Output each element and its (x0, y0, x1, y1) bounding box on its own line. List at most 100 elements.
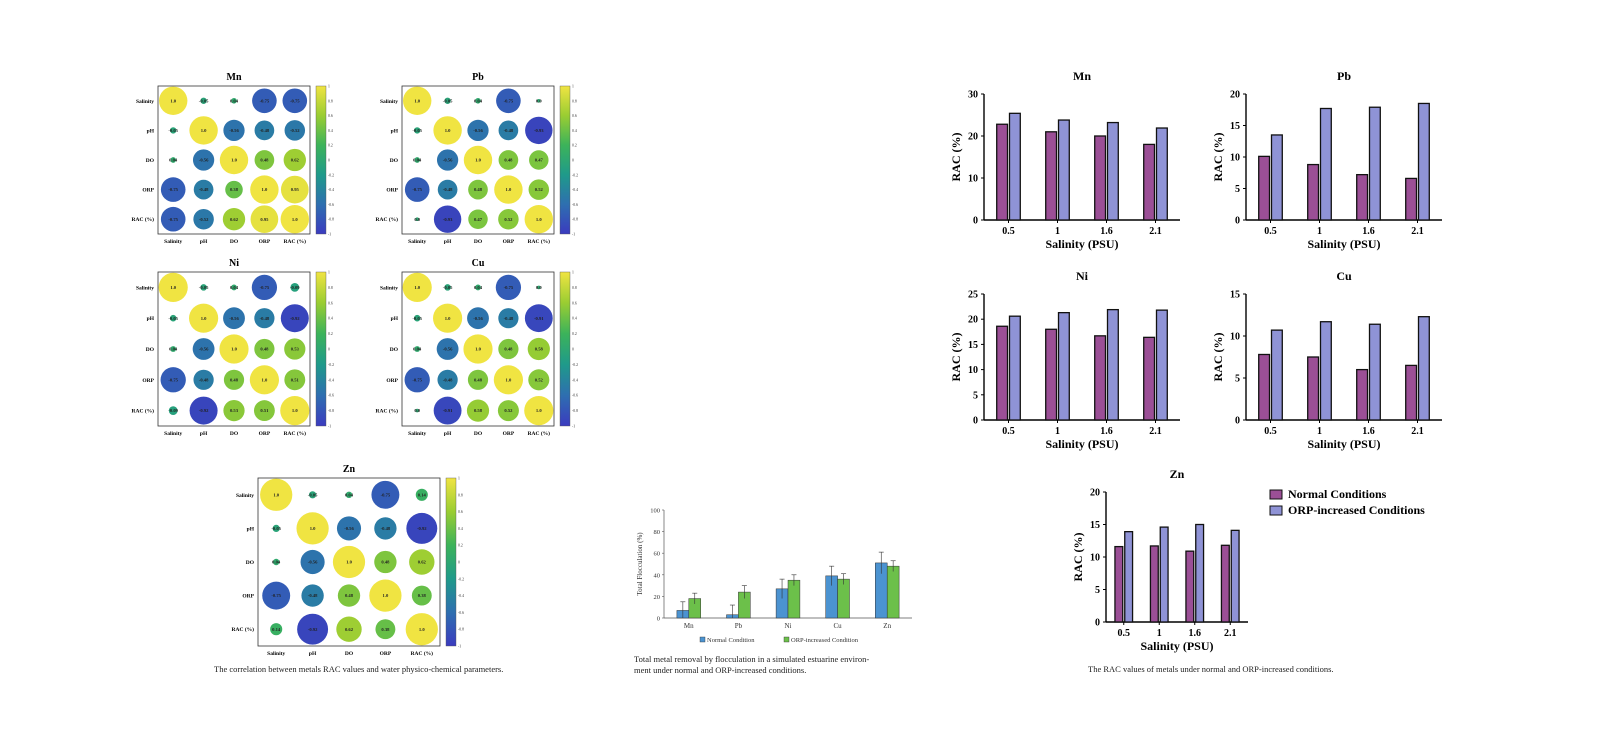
heatmap-circle (222, 208, 246, 231)
heatmap-value: -0.05 (168, 316, 178, 321)
y-tick-label: 100 (650, 508, 660, 515)
caption-flocculation: Total metal removal by flocculation in a… (634, 654, 924, 676)
heatmap-circle (337, 584, 361, 607)
heatmap-col-label: pH (444, 431, 452, 437)
heatmap-row-label: pH (391, 128, 399, 134)
heatmap-circle (262, 581, 291, 610)
heatmap-value: 1.0 (346, 560, 352, 565)
heatmap-value: 0.95 (260, 217, 269, 222)
heatmap-title: Zn (343, 464, 356, 475)
heatmap-circle (158, 272, 188, 302)
heatmap-row-label: ORP (386, 188, 398, 194)
heatmap-circle (498, 150, 519, 170)
caption-rac: The RAC values of metals under normal an… (1088, 664, 1334, 674)
colorbar (315, 85, 327, 235)
heatmap-value: 0.04 (272, 560, 281, 565)
heatmap-circle (223, 119, 245, 142)
heatmap-circle (160, 177, 186, 202)
heatmap-circle (402, 86, 432, 116)
heatmap-value: 1.0 (170, 98, 176, 103)
heatmap-value: 0.47 (535, 158, 544, 163)
bar-normal (1045, 131, 1058, 221)
x-tick-label: 0.5 (1002, 426, 1015, 437)
colorbar-tick-label: 0.4 (328, 129, 333, 133)
x-tick-label: 0.5 (1002, 226, 1015, 237)
heatmap-circle (371, 480, 400, 509)
rac-chart-mn: Mn 0 10 20 30 0.5 1 1.6 2.1 Salinity (PSU) RAC (%) (949, 69, 1180, 251)
heatmap-value: 0.14 (272, 627, 281, 632)
heatmap-circle (223, 399, 245, 422)
x-tick-label: 1.6 (1362, 226, 1375, 237)
bar-normal (1356, 368, 1369, 421)
heatmap-col-label: ORP (259, 239, 271, 245)
heatmap-col-label: RAC (%) (411, 650, 434, 657)
bar-orp (1417, 316, 1430, 421)
heatmap-circle (433, 205, 462, 233)
heatmap-col-label: pH (200, 239, 208, 245)
heatmap-value: 0.52 (504, 408, 513, 413)
heatmap-value: -0.05 (443, 285, 453, 290)
bar-orp (1270, 134, 1283, 221)
heatmap-value: -0.52 (290, 128, 300, 133)
legend-swatch (783, 636, 790, 643)
heatmap-title: Mn (227, 72, 242, 83)
heatmap-value: 0.62 (345, 627, 354, 632)
legend-label: Normal Conditions (1288, 487, 1387, 501)
heatmap-circle (231, 284, 237, 291)
x-tick-label: 1.6 (1362, 426, 1375, 437)
heatmap-value: 0.48 (504, 347, 513, 352)
heatmap-value: 0.14 (418, 492, 427, 497)
bar-normal (1094, 335, 1107, 421)
heatmap-value: 0.04 (230, 285, 239, 290)
heatmap-row-label: RAC (%) (132, 408, 155, 415)
y-tick-label: 5 (1235, 374, 1240, 385)
heatmap-row-label: pH (147, 128, 155, 134)
heatmap-col-label: DO (345, 651, 354, 657)
heatmap-zn: Zn 1.0 -0.05 0.04 -0.75 0.14 Salinity -0.05 1.0 -… (232, 464, 465, 657)
heatmap-circle (160, 367, 186, 393)
heatmap-circle (498, 120, 519, 141)
heatmap-value: 0.48 (474, 377, 483, 382)
colorbar-tick-label: -0.2 (458, 577, 464, 581)
heatmap-value: -0.75 (381, 492, 391, 497)
bar-orp (1124, 531, 1134, 623)
heatmap-value: 1.0 (201, 128, 207, 133)
y-axis-label: RAC (%) (949, 133, 963, 182)
colorbar-tick-label: 0.8 (572, 286, 577, 290)
bar-normal (1143, 336, 1156, 421)
heatmap-circle (436, 149, 459, 171)
heatmap-col-label: ORP (259, 431, 271, 437)
heatmap-circle (413, 314, 421, 322)
heatmap-value: 0.38 (381, 627, 390, 632)
heatmap-circle (414, 346, 421, 352)
heatmap-circle (282, 88, 308, 114)
heatmap-circle (253, 400, 275, 422)
heatmap-value: 0.04 (413, 347, 422, 352)
y-tick-label: 20 (654, 594, 661, 601)
heatmap-value: -0.09 (168, 408, 178, 413)
heatmap-value: -0.56 (473, 316, 483, 321)
x-axis-label: Salinity (PSU) (1140, 639, 1213, 653)
x-tick-label: 0.5 (1264, 426, 1277, 437)
heatmap-row-label: DO (390, 158, 399, 164)
heatmap-col-label: Salinity (408, 239, 426, 245)
colorbar-tick-label: -0.4 (572, 378, 578, 382)
heatmap-circle (467, 369, 489, 390)
x-tick-label: 2.1 (1411, 226, 1424, 237)
heatmap-value: 0.53 (291, 347, 300, 352)
y-tick-label: 5 (1235, 184, 1240, 195)
heatmap-row-label: ORP (242, 594, 254, 600)
heatmap-row-label: Salinity (136, 99, 154, 105)
heatmap-value: 0.48 (345, 593, 354, 598)
heatmap-row-label: DO (146, 158, 155, 164)
heatmap-col-label: Salinity (267, 651, 285, 657)
heatmap-value: -0.92 (199, 408, 209, 413)
heatmap-circle (170, 346, 177, 352)
heatmap-circle (524, 304, 553, 333)
heatmap-col-label: DO (474, 431, 483, 437)
heatmap-circle (537, 285, 541, 290)
x-tick-label: 2.1 (1149, 426, 1162, 437)
heatmap-value: -0.56 (229, 316, 239, 321)
bar-orp (1155, 309, 1168, 421)
heatmap-value: -0.05 (412, 128, 422, 133)
